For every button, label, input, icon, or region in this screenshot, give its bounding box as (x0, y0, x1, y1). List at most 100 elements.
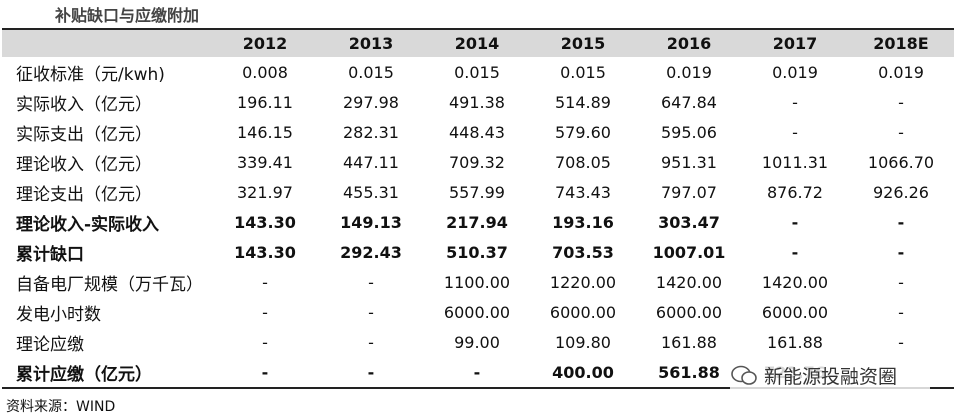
table-cell: 400.00 (530, 357, 636, 389)
watermark-text: 新能源投融资圈 (764, 365, 898, 388)
header-cell: 2016 (636, 28, 742, 57)
table-cell: - (898, 332, 904, 352)
table-row: 理论收入-实际收入 143.30 149.13 217.94 193.16 303.47 -… (2, 207, 954, 237)
table-cell: 6000.00 (443, 302, 511, 322)
table-cell: 1420.00 (761, 272, 829, 292)
table-cell: 161.88 (767, 332, 823, 352)
table-row: 理论收入（亿元） 339.41 447.11 709.32 708.05 951.31 10… (2, 147, 954, 177)
table-cell: 146.15 (237, 122, 293, 142)
table-row: 理论应缴 - - 99.00 109.80 161.88 161.88 - (2, 327, 954, 357)
table-cell: 1220.00 (549, 272, 617, 292)
table-cell: - (898, 122, 904, 142)
watermark-icon (731, 365, 757, 385)
table-cell: 109.80 (555, 332, 611, 352)
table-cell: 0.008 (242, 62, 288, 82)
table-cell: - (792, 122, 798, 142)
table-cell: - (898, 92, 904, 112)
table-row: 征收标准（元/kwh) 0.008 0.015 0.015 0.015 0.019 0.01… (2, 57, 954, 87)
row-label: 理论收入（亿元） (16, 154, 152, 175)
table-cell: - (898, 302, 904, 322)
table-cell: 297.98 (343, 92, 399, 112)
table-cell: 6000.00 (655, 302, 723, 322)
table-cell: - (262, 272, 268, 292)
table-cell: 876.72 (767, 182, 823, 202)
table-cell: 491.38 (449, 92, 505, 112)
table-cell: 143.30 (234, 212, 296, 232)
header-row: 2012 2013 2014 2015 2016 2017 2018E (2, 28, 954, 57)
row-label: 理论应缴 (16, 334, 84, 355)
table-cell: 339.41 (237, 152, 293, 172)
table-cell: 951.31 (661, 152, 717, 172)
table-cell: 1420.00 (655, 272, 723, 292)
table-cell: 149.13 (340, 212, 402, 232)
table-cell: 1011.31 (761, 152, 829, 172)
table-row: 实际支出（亿元） 146.15 282.31 448.43 579.60 595.06 - - (2, 117, 954, 147)
table-row: 发电小时数 - - 6000.00 6000.00 6000.00 6000.00 - (2, 297, 954, 327)
table-cell: 292.43 (340, 242, 402, 262)
header-cell: 2014 (424, 28, 530, 57)
table-cell: - (424, 357, 530, 389)
table-cell: 0.019 (666, 62, 712, 82)
table-cell: 455.31 (343, 182, 399, 202)
table-cell: - (262, 332, 268, 352)
table-cell: 557.99 (449, 182, 505, 202)
table-cell: 514.89 (555, 92, 611, 112)
table-cell: 0.019 (772, 62, 818, 82)
row-label: 实际收入（亿元） (16, 94, 152, 115)
table-cell: 196.11 (237, 92, 293, 112)
table-cell: - (368, 332, 374, 352)
table-cell: 579.60 (555, 122, 611, 142)
table-row: 自备电厂规模（万千瓦） - - 1100.00 1220.00 1420.00 1420.0… (2, 267, 954, 297)
table-cell: 647.84 (661, 92, 717, 112)
table-cell: 161.88 (661, 332, 717, 352)
header-cell (2, 28, 212, 57)
table-cell: 6000.00 (549, 302, 617, 322)
row-label: 累计应缴（亿元） (2, 357, 212, 389)
table-cell: 282.31 (343, 122, 399, 142)
table-cell: 595.06 (661, 122, 717, 142)
row-label: 发电小时数 (16, 304, 101, 325)
table-cell: 448.43 (449, 122, 505, 142)
table-cell: 0.019 (878, 62, 924, 82)
header-cell: 2018E (848, 28, 954, 57)
table-cell: 193.16 (552, 212, 614, 232)
data-table: 2012 2013 2014 2015 2016 2017 2018E 征收标准（元/kwh… (2, 28, 954, 389)
row-label: 理论支出（亿元） (16, 184, 152, 205)
table-cell: - (792, 92, 798, 112)
table-cell: - (791, 242, 799, 262)
table-cell: 709.32 (449, 152, 505, 172)
row-label: 实际支出（亿元） (16, 124, 152, 145)
header-cell: 2012 (212, 28, 318, 57)
table-cell: - (368, 272, 374, 292)
table-cell: - (897, 242, 905, 262)
table-cell: - (897, 212, 905, 232)
table-cell: - (212, 357, 318, 389)
table-cell: 1066.70 (867, 152, 935, 172)
table-cell: 926.26 (873, 182, 929, 202)
row-label: 征收标准（元/kwh) (16, 64, 165, 85)
table-cell: 303.47 (658, 212, 720, 232)
table-cell: 561.88 (636, 357, 742, 389)
table-cell: 447.11 (343, 152, 399, 172)
row-label: 理论收入-实际收入 (16, 214, 160, 235)
source: 资料来源：WIND (6, 399, 116, 415)
table-cell: 703.53 (552, 242, 614, 262)
table-cell: - (368, 302, 374, 322)
header-cell: 2013 (318, 28, 424, 57)
table-row: 实际收入（亿元） 196.11 297.98 491.38 514.89 647.84 - - (2, 87, 954, 117)
header-cell: 2015 (530, 28, 636, 57)
row-label: 累计缺口 (16, 244, 84, 265)
title: 补贴缺口与应缴附加 (55, 6, 200, 25)
table-cell: 510.37 (446, 242, 508, 262)
table-cell: 0.015 (560, 62, 606, 82)
table-cell: 321.97 (237, 182, 293, 202)
table-cell: 743.43 (555, 182, 611, 202)
table-cell: - (898, 272, 904, 292)
table-cell: - (262, 302, 268, 322)
table-cell: 217.94 (446, 212, 508, 232)
table-row: 理论支出（亿元） 321.97 455.31 557.99 743.43 797.07 87… (2, 177, 954, 207)
table-row: 累计缺口 143.30 292.43 510.37 703.53 1007.01 - - (2, 237, 954, 267)
table-cell: 1100.00 (443, 272, 511, 292)
table-cell: - (318, 357, 424, 389)
table-cell: 6000.00 (761, 302, 829, 322)
